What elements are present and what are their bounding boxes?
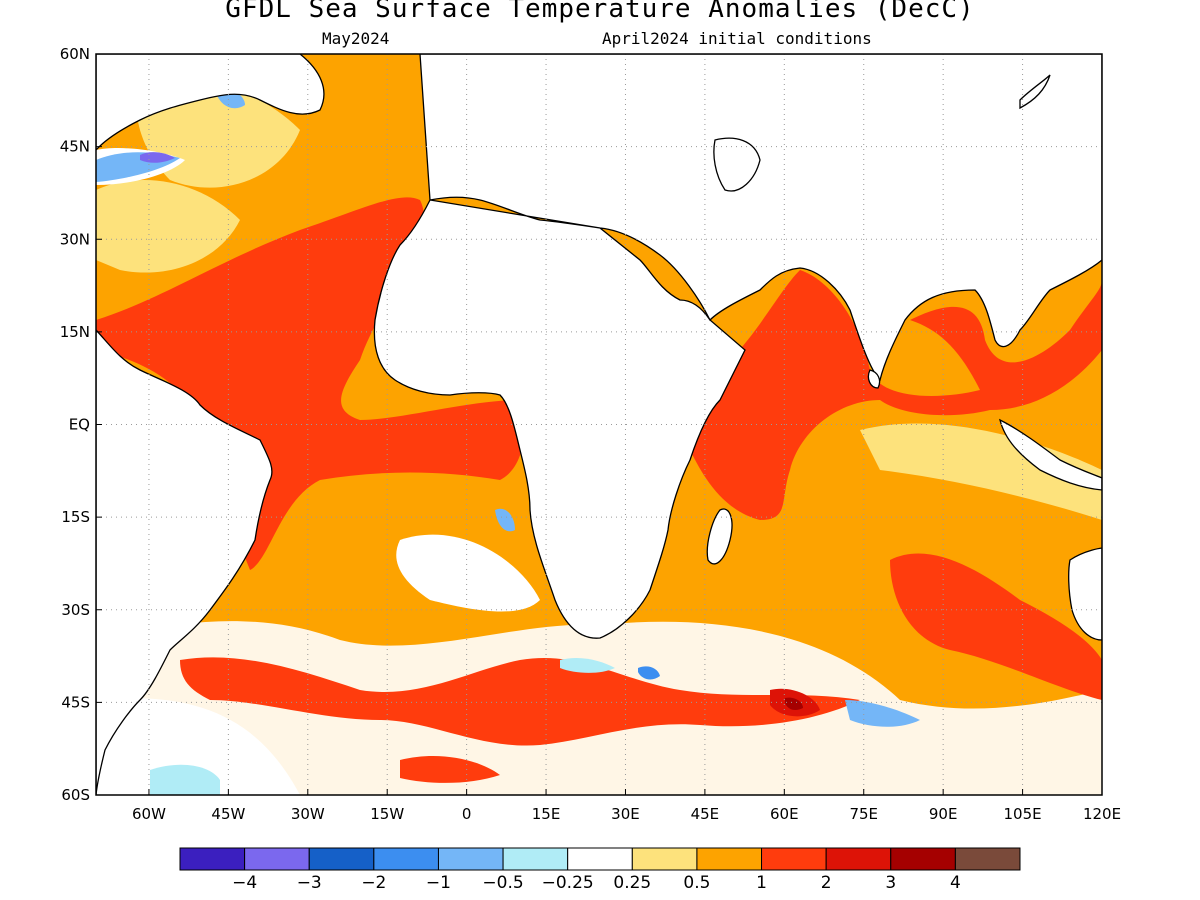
lat-tick-label: 15N bbox=[60, 323, 90, 341]
colorbar-swatch bbox=[890, 847, 956, 871]
colorbar-swatch bbox=[825, 847, 892, 871]
lon-tick-label: 120E bbox=[1083, 805, 1121, 823]
lon-tick-label: 60E bbox=[770, 805, 799, 823]
forecast-month: May2024 bbox=[322, 29, 390, 48]
latitude-axis: 60N 45N 30N 15N EQ 15S 30S 45S 60S bbox=[60, 45, 102, 804]
initial-conditions-label: April2024 initial conditions bbox=[602, 29, 872, 48]
lat-tick-label: 30N bbox=[60, 230, 90, 248]
colorbar-swatch bbox=[631, 847, 698, 871]
lon-tick-label: 45E bbox=[691, 805, 720, 823]
anomaly-fields bbox=[96, 55, 1102, 795]
colorbar-swatch bbox=[308, 847, 375, 871]
colorbar-swatch bbox=[761, 847, 827, 871]
colorbar-label: 0.25 bbox=[613, 873, 651, 893]
lat-tick-label: 60N bbox=[60, 45, 90, 63]
lon-tick-label: 30E bbox=[611, 805, 640, 823]
colorbar-swatch bbox=[373, 847, 439, 871]
colorbar-swatch bbox=[567, 847, 633, 871]
colorbar-label: −1 bbox=[426, 873, 451, 893]
colorbar-swatch bbox=[502, 847, 569, 871]
lon-tick-label: 105E bbox=[1004, 805, 1042, 823]
colorbar-label: 3 bbox=[885, 873, 896, 893]
lat-tick-label: 15S bbox=[61, 508, 90, 526]
longitude-axis: 60W 45W 30W 15W 0 15E 30E 45E 60E 75E 90E 105E 120E bbox=[132, 789, 1121, 823]
colorbar-label: 2 bbox=[821, 873, 832, 893]
lon-tick-label: 45W bbox=[211, 805, 245, 823]
lon-tick-label: 30W bbox=[291, 805, 325, 823]
chart-title: GFDL Sea Surface Temperature Anomalies (… bbox=[225, 0, 975, 24]
colorbar-label: −3 bbox=[297, 873, 322, 893]
colorbar: −4 −3 −2 −1 −0.5 −0.25 0.25 0.5 1 2 3 4 bbox=[179, 847, 1021, 893]
colorbar-swatch bbox=[437, 847, 504, 871]
lon-tick-label: 15W bbox=[370, 805, 404, 823]
colorbar-label: −0.5 bbox=[482, 873, 523, 893]
colorbar-label: 4 bbox=[950, 873, 961, 893]
lat-tick-label: 60S bbox=[61, 786, 90, 804]
lon-tick-label: 75E bbox=[849, 805, 878, 823]
lon-tick-label: 90E bbox=[929, 805, 958, 823]
lat-tick-label: EQ bbox=[69, 416, 90, 434]
colorbar-label: 1 bbox=[756, 873, 767, 893]
colorbar-label: −0.25 bbox=[542, 873, 594, 893]
lon-tick-label: 15E bbox=[532, 805, 561, 823]
colorbar-swatch bbox=[696, 847, 763, 871]
colorbar-label: −4 bbox=[232, 873, 257, 893]
landmasses bbox=[96, 54, 1102, 795]
graticule bbox=[96, 54, 1102, 795]
lat-tick-label: 45N bbox=[60, 138, 90, 156]
lon-tick-label: 60W bbox=[132, 805, 166, 823]
colorbar-label: −2 bbox=[361, 873, 386, 893]
lat-tick-label: 45S bbox=[61, 693, 90, 711]
colorbar-swatch bbox=[954, 847, 1021, 871]
colorbar-label: 0.5 bbox=[683, 873, 710, 893]
colorbar-swatch bbox=[179, 847, 246, 871]
lon-tick-label: 0 bbox=[462, 805, 472, 823]
colorbar-swatch bbox=[244, 847, 310, 871]
lat-tick-label: 30S bbox=[61, 601, 90, 619]
